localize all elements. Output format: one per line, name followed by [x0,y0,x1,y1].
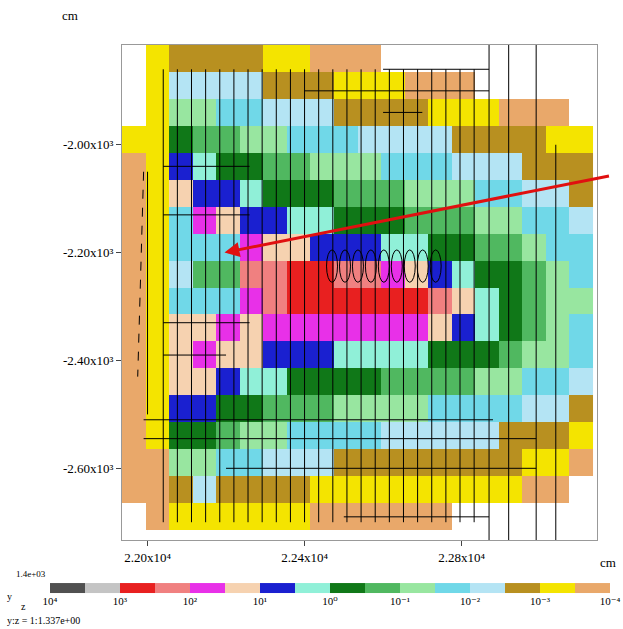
svg-text:2.20x10⁴: 2.20x10⁴ [124,550,171,565]
svg-text:-2.00x10³: -2.00x10³ [63,137,114,152]
svg-text:10⁴: 10⁴ [43,595,58,607]
svg-text:-2.60x10³: -2.60x10³ [63,461,114,476]
svg-text:2.28x10⁴: 2.28x10⁴ [438,550,485,565]
svg-text:y: y [7,591,12,602]
svg-text:z: z [21,601,26,612]
svg-text:10⁻²: 10⁻² [460,595,481,607]
svg-text:-2.20x10³: -2.20x10³ [63,245,114,260]
svg-text:y:z = 1:1.337e+00: y:z = 1:1.337e+00 [7,615,80,626]
svg-text:cm: cm [600,555,616,570]
svg-text:10¹: 10¹ [253,595,267,607]
svg-text:-2.40x10³: -2.40x10³ [63,353,114,368]
svg-text:1.4e+03: 1.4e+03 [16,569,46,579]
svg-text:10⁻⁴: 10⁻⁴ [600,595,621,607]
svg-text:cm: cm [62,8,78,23]
svg-text:10⁰: 10⁰ [322,595,338,607]
svg-text:2.24x10⁴: 2.24x10⁴ [281,550,328,565]
svg-text:10⁻³: 10⁻³ [530,595,551,607]
svg-text:10³: 10³ [113,595,128,607]
svg-text:10⁻¹: 10⁻¹ [390,595,410,607]
svg-text:10²: 10² [183,595,198,607]
